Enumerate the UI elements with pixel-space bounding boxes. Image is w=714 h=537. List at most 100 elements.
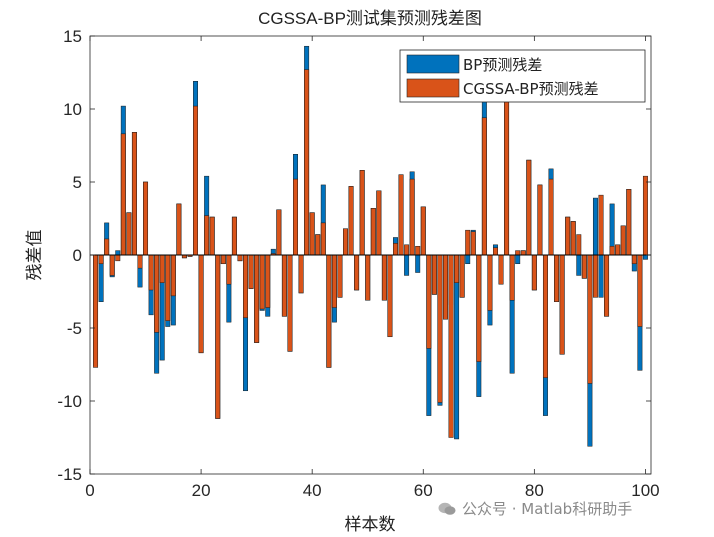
bp-bar: [415, 254, 421, 273]
cgssa-bp-bar: [437, 254, 443, 403]
y-tick-label: 5: [73, 173, 82, 192]
cgssa-bp-bar: [465, 229, 471, 256]
cgssa-bp-bar: [381, 254, 387, 301]
bp-bar: [576, 254, 582, 276]
legend: BP预测残差 CGSSA-BP预测残差: [399, 49, 646, 103]
cgssa-bp-bar: [315, 234, 321, 256]
cgssa-bp-bar: [376, 190, 382, 256]
cgssa-bp-bar: [143, 181, 149, 256]
cgssa-bp-bar: [293, 178, 298, 256]
cgssa-bp-bar: [443, 254, 448, 320]
cgssa-bp-bar: [365, 254, 371, 301]
cgssa-bp-bar: [559, 254, 565, 355]
cgssa-bp-bar: [526, 159, 532, 256]
cgssa-bp-bar: [104, 238, 110, 256]
cgssa-bp-bar: [448, 254, 454, 438]
cgssa-bp-bar: [404, 244, 410, 256]
cgssa-bp-bar: [520, 250, 526, 256]
cgssa-bp-bar: [498, 254, 504, 285]
cgssa-bp-bar: [615, 244, 621, 256]
cgssa-bp-bar: [581, 254, 587, 279]
y-tick-label: 15: [63, 27, 82, 46]
cgssa-bp-bar: [148, 254, 154, 291]
cgssa-bp-bar: [554, 254, 560, 302]
cgssa-bp-bar: [193, 105, 198, 256]
y-axis-ticks: -15 -10 -5 0 5 10 15: [57, 27, 651, 484]
cgssa-bp-bar: [276, 209, 282, 256]
x-tick-label: 100: [631, 481, 659, 500]
cgssa-bp-bar: [470, 231, 476, 256]
cgssa-bp-bar: [243, 254, 248, 319]
cgssa-bp-bar: [265, 254, 271, 308]
cgssa-bp-bar: [370, 208, 376, 256]
cgssa-bp-bar: [393, 243, 398, 256]
x-axis-ticks: 0 20 40 60 80 100: [85, 36, 660, 500]
cgssa-bp-bar: [587, 254, 593, 384]
cgssa-bp-bar: [348, 186, 354, 256]
bp-bar: [404, 254, 410, 276]
cgssa-bp-bar: [631, 254, 637, 265]
cgssa-bp-bar: [637, 254, 643, 327]
cgssa-bp-bar: [431, 254, 437, 295]
cgssa-bp-bar: [281, 254, 287, 317]
cgssa-bp-bar: [476, 254, 482, 362]
cgssa-bp-bar: [326, 254, 332, 368]
chart-title: CGSSA-BP测试集预测残差图: [258, 9, 482, 28]
cgssa-bp-bar: [487, 254, 493, 311]
bp-bar: [515, 254, 521, 265]
cgssa-bp-bar: [409, 178, 415, 256]
y-tick-label: -5: [67, 319, 82, 338]
cgssa-bp-bar: [126, 212, 132, 256]
cgssa-bp-bar: [592, 254, 598, 298]
cgssa-bp-bar: [504, 101, 510, 256]
x-tick-label: 40: [303, 481, 322, 500]
cgssa-bp-bar: [93, 254, 99, 368]
cgssa-bp-bar: [343, 228, 348, 256]
cgssa-bp-bar: [415, 245, 421, 256]
cgssa-bp-bar: [309, 212, 315, 256]
bp-bar: [465, 254, 471, 265]
cgssa-bp-bar: [159, 254, 165, 283]
cgssa-bp-bar: [609, 245, 615, 256]
cgssa-bp-bar: [426, 254, 432, 349]
cgssa-bp-bar: [420, 206, 426, 256]
bp-bar: [598, 254, 604, 298]
x-axis-label: 样本数: [345, 515, 396, 535]
cgssa-bp-bar: [604, 254, 610, 317]
cgssa-bp-bar: [598, 194, 604, 256]
cgssa-bp-bar: [220, 254, 226, 265]
cgssa-bp-bar: [131, 132, 137, 256]
x-tick-label: 0: [85, 481, 94, 500]
cgssa-bp-bar: [398, 174, 404, 256]
cgssa-bp-bar: [170, 254, 176, 297]
cgssa-bp-bar: [642, 175, 648, 256]
cgssa-bp-bar: [576, 234, 582, 256]
y-tick-label: -15: [57, 465, 82, 484]
cgssa-bp-bar: [320, 222, 326, 256]
cgssa-bp-bar: [109, 254, 115, 276]
legend-label-cgssa-bp: CGSSA-BP预测残差: [463, 80, 599, 98]
legend-swatch-cgssa-bp: [406, 78, 460, 98]
cgssa-bp-bar: [304, 69, 310, 256]
wechat-icon: [438, 502, 456, 515]
cgssa-bp-bar: [287, 254, 293, 352]
cgssa-bp-bar: [259, 254, 265, 310]
cgssa-bp-bar: [198, 254, 204, 354]
cgssa-bp-series-bars: [93, 69, 648, 438]
legend-label-bp: BP预测残差: [463, 56, 542, 74]
cgssa-bp-bar: [565, 216, 571, 256]
cgssa-bp-bar: [204, 215, 210, 256]
y-axis-label: 残差值: [25, 230, 45, 281]
cgssa-bp-bar: [231, 216, 237, 256]
cgssa-bp-bar: [509, 254, 515, 301]
cgssa-bp-bar: [481, 117, 487, 256]
cgssa-bp-bar: [154, 254, 160, 333]
cgssa-bp-bar: [254, 254, 260, 343]
cgssa-bp-bar: [337, 254, 343, 298]
cgssa-bp-bar: [626, 189, 632, 256]
cgssa-bp-bar: [248, 254, 254, 289]
bp-bar: [115, 250, 121, 256]
y-tick-label: 10: [63, 100, 82, 119]
cgssa-bp-bar: [359, 170, 365, 256]
